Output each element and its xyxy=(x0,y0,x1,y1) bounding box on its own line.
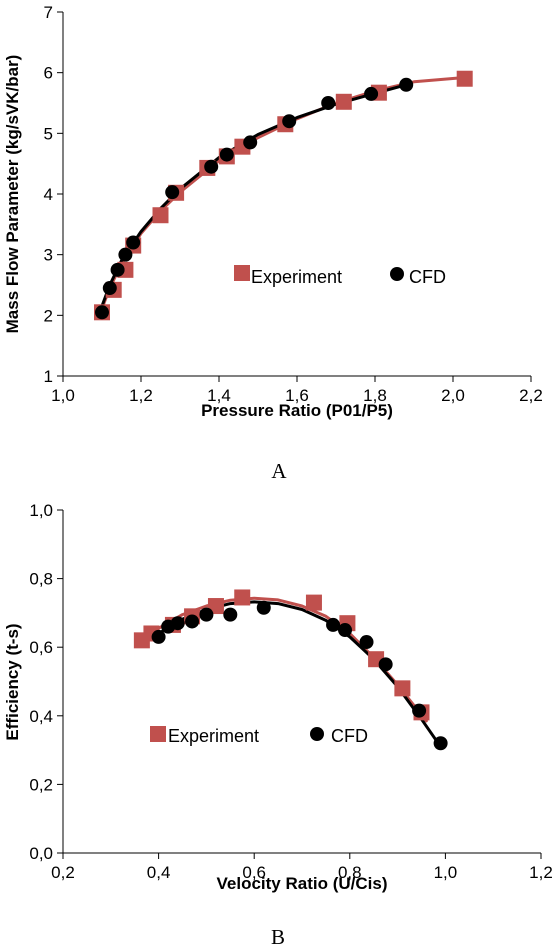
legend-marker-experiment xyxy=(150,726,166,742)
data-point-cfd xyxy=(364,86,379,101)
legend-label-experiment: Experiment xyxy=(251,267,342,287)
legend-marker-experiment xyxy=(234,265,250,281)
x-tick-label: 1,8 xyxy=(363,386,387,405)
y-tick-label: 4 xyxy=(44,185,53,204)
y-tick-label: 6 xyxy=(44,64,53,83)
y-tick-label: 0,0 xyxy=(29,844,53,863)
trendline-cfd xyxy=(157,600,443,749)
y-tick-label: 7 xyxy=(44,3,53,22)
legend-marker-cfd xyxy=(310,727,324,741)
legend-label-cfd: CFD xyxy=(409,267,446,287)
y-tick-label: 2 xyxy=(44,306,53,325)
x-tick-label: 1,0 xyxy=(434,863,458,882)
legend-marker-cfd xyxy=(390,267,404,281)
x-tick-label: 0,2 xyxy=(51,863,75,882)
data-point-cfd xyxy=(199,607,214,622)
y-axis-label: Efficiency (t-s) xyxy=(3,623,22,740)
y-tick-label: 5 xyxy=(44,124,53,143)
x-tick-label: 0,4 xyxy=(147,863,171,882)
data-point-cfd xyxy=(412,703,427,718)
data-point-cfd xyxy=(151,629,166,644)
data-point-cfd xyxy=(399,77,414,92)
data-point-cfd xyxy=(326,617,341,632)
legend-label-cfd: CFD xyxy=(331,726,368,746)
y-tick-label: 3 xyxy=(44,246,53,265)
x-axis-label: Pressure Ratio (P01/P5) xyxy=(201,401,393,420)
x-axis-label: Velocity Ratio (U/Cis) xyxy=(217,874,388,893)
data-point-cfd xyxy=(219,147,234,162)
data-point-cfd xyxy=(204,159,219,174)
data-point-experiment xyxy=(456,70,473,87)
x-tick-label: 1,2 xyxy=(529,863,553,882)
data-point-experiment xyxy=(335,93,352,110)
data-point-experiment xyxy=(152,207,169,224)
data-point-experiment xyxy=(207,598,224,615)
data-point-experiment xyxy=(394,680,411,697)
y-axis-label: Mass Flow Parameter (kg/sVK/bar) xyxy=(3,55,22,334)
data-point-cfd xyxy=(223,607,238,622)
data-point-cfd xyxy=(433,736,448,751)
y-tick-label: 0,6 xyxy=(29,638,53,657)
data-point-cfd xyxy=(118,247,133,262)
data-point-cfd xyxy=(338,623,353,638)
data-point-cfd xyxy=(321,96,336,110)
data-point-experiment xyxy=(234,589,251,606)
data-point-cfd xyxy=(282,114,297,129)
chart-caption: B xyxy=(271,925,285,949)
data-point-cfd xyxy=(256,600,271,615)
y-tick-label: 0,8 xyxy=(29,570,53,589)
x-tick-label: 0,6 xyxy=(242,863,266,882)
x-tick-label: 2,2 xyxy=(519,386,543,405)
chart-caption: A xyxy=(271,459,287,483)
data-point-cfd xyxy=(243,135,258,150)
data-point-cfd xyxy=(170,616,185,631)
x-tick-label: 0,8 xyxy=(338,863,362,882)
data-point-cfd xyxy=(102,281,117,296)
data-point-cfd xyxy=(95,305,109,320)
data-point-experiment xyxy=(305,594,322,611)
data-point-cfd xyxy=(165,185,180,200)
x-tick-label: 1,2 xyxy=(129,386,153,405)
data-point-cfd xyxy=(110,262,125,277)
y-tick-label: 0,2 xyxy=(29,775,53,794)
data-point-cfd xyxy=(359,635,374,650)
y-tick-label: 1,0 xyxy=(29,501,53,520)
legend-label-experiment: Experiment xyxy=(168,726,259,746)
data-point-cfd xyxy=(126,235,141,250)
y-tick-label: 1 xyxy=(44,367,53,386)
data-point-cfd xyxy=(378,657,393,672)
data-point-cfd xyxy=(185,614,200,629)
x-tick-label: 1,6 xyxy=(285,386,309,405)
x-tick-label: 1,0 xyxy=(51,386,75,405)
x-tick-label: 2,0 xyxy=(441,386,465,405)
x-tick-label: 1,4 xyxy=(207,386,231,405)
y-tick-label: 0,4 xyxy=(29,707,53,726)
